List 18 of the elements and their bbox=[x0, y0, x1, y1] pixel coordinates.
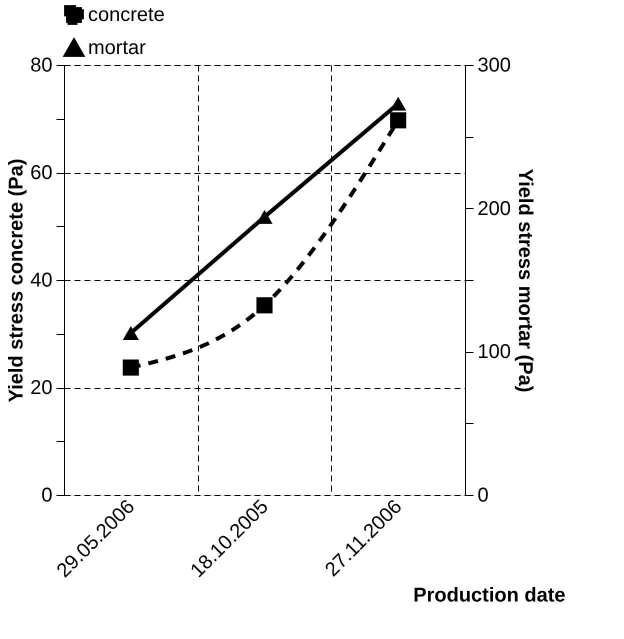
y-tick-label: 60 bbox=[30, 162, 52, 184]
legend-label: mortar bbox=[88, 37, 146, 59]
point bbox=[256, 297, 273, 314]
y2-tick-label: 200 bbox=[478, 198, 511, 220]
y-tick-label: 40 bbox=[30, 270, 52, 292]
point bbox=[122, 326, 139, 340]
legend-label: concrete bbox=[88, 4, 165, 26]
x-axis-title: Production date bbox=[413, 584, 566, 606]
y-tick-label: 80 bbox=[30, 54, 52, 76]
y2-axis-title: Yield stress mortar (Pa) bbox=[514, 168, 536, 392]
point bbox=[122, 360, 139, 376]
y2-tick-label: 300 bbox=[478, 54, 511, 76]
point bbox=[390, 112, 406, 128]
y-axis-title: Yield stress concrete (Pa) bbox=[5, 158, 28, 402]
y2-tick-label: 0 bbox=[478, 484, 489, 506]
y2-tick-label: 100 bbox=[478, 341, 511, 364]
y-tick-label: 0 bbox=[41, 484, 52, 506]
y-tick-label: 20 bbox=[30, 377, 52, 399]
